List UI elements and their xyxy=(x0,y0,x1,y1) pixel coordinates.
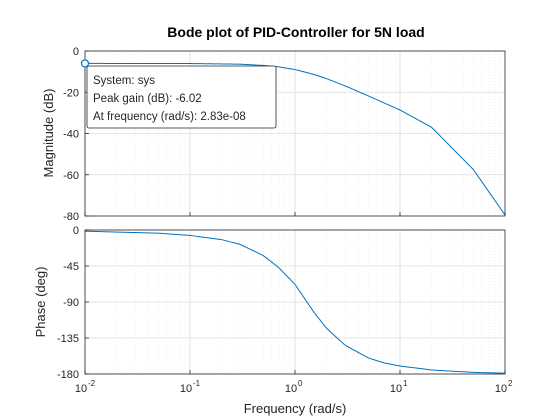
magnitude-y-tick-label: -20 xyxy=(63,87,79,99)
x-tick-label: 10 xyxy=(495,383,507,395)
phase-y-tick-label: -135 xyxy=(57,333,79,345)
x-tick-exponent: 2 xyxy=(508,379,513,388)
x-tick-exponent: 0 xyxy=(298,379,303,388)
x-tick-labels: 10 -2 10 -1 10 0 10 1 10 2 xyxy=(75,379,513,395)
x-tick-label: 10 xyxy=(285,383,297,395)
magnitude-y-tick-label: -60 xyxy=(63,170,79,182)
datatip-peak-gain: Peak gain (dB): -6.02 xyxy=(93,93,202,105)
magnitude-y-tick-label: -80 xyxy=(63,211,79,223)
x-tick-label: 10 xyxy=(180,383,192,395)
magnitude-line xyxy=(85,62,506,216)
datatip-system: System: sys xyxy=(93,75,155,87)
x-tick-exponent: 1 xyxy=(403,379,408,388)
magnitude-y-label: Magnitude (dB) xyxy=(41,89,56,178)
phase-y-tick-label: 0 xyxy=(73,225,79,237)
phase-y-label: Phase (deg) xyxy=(33,267,48,338)
magnitude-y-tick-label: 0 xyxy=(73,46,79,58)
x-tick-label: 10 xyxy=(75,383,87,395)
chart-title: Bode plot of PID-Controller for 5N load xyxy=(167,24,424,40)
phase-y-tick-label: -45 xyxy=(63,261,79,273)
x-tick-exponent: -1 xyxy=(193,379,201,388)
phase-line xyxy=(84,230,506,374)
phase-panel: 0 -45 -90 -135 -180 Phase (deg) xyxy=(33,225,506,381)
datatip-box xyxy=(86,65,277,129)
phase-y-tick-label: -180 xyxy=(57,369,79,381)
datatip-frequency: At frequency (rad/s): 2.83e-08 xyxy=(93,111,246,123)
magnitude-axes-box xyxy=(84,50,506,217)
phase-axes-box xyxy=(84,229,506,375)
phase-y-tick-label: -90 xyxy=(63,297,79,309)
x-tick-label: 10 xyxy=(390,383,402,395)
x-tick-exponent: -2 xyxy=(88,379,96,388)
datatip[interactable]: System: sys Peak gain (dB): -6.02 At fre… xyxy=(80,59,277,129)
x-axis-label: Frequency (rad/s) xyxy=(244,401,347,416)
datatip-marker[interactable] xyxy=(80,59,90,68)
phase-y-ticks: 0 -45 -90 -135 -180 xyxy=(57,225,506,381)
magnitude-y-tick-label: -40 xyxy=(63,129,79,141)
